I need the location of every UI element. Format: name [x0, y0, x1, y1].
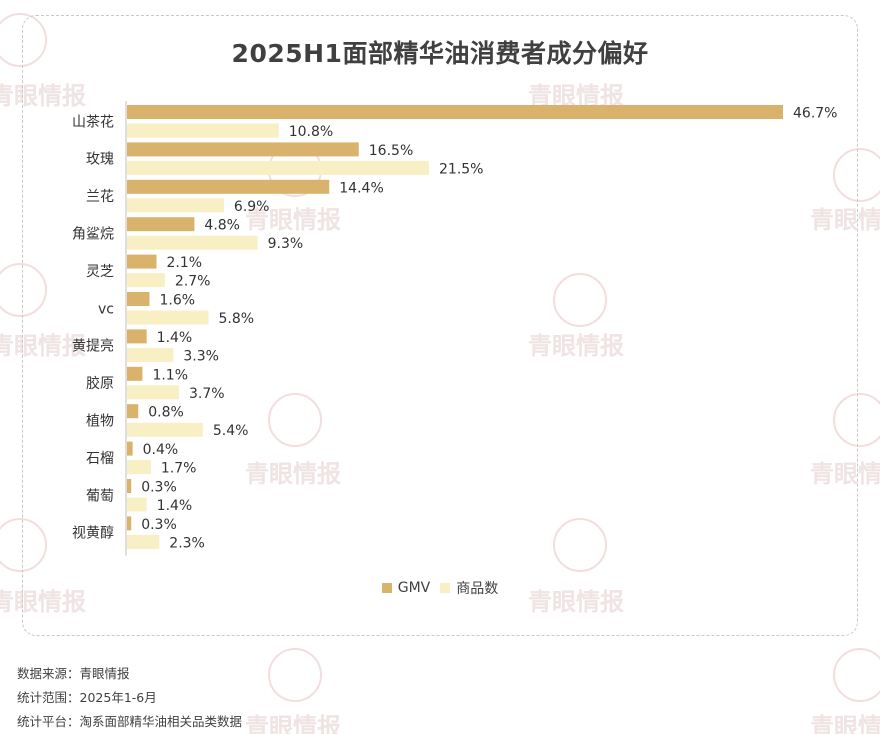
data-label: 3.7%	[189, 386, 225, 402]
footer-platform: 统计平台： 淘系面部精华油相关品类数据	[17, 710, 242, 734]
bar-product-count	[127, 347, 174, 362]
data-label: 1.7%	[161, 461, 197, 477]
footer-range-value: 2025年1-6月	[79, 690, 157, 705]
chart-title: 2025H1面部精华油消费者成分偏好	[231, 39, 649, 68]
bar-product-count	[127, 198, 224, 213]
data-label: 46.7%	[793, 106, 837, 122]
footer-platform-label: 统计平台：	[17, 714, 80, 729]
category-label: vc	[98, 301, 114, 317]
bar-product-count	[127, 235, 258, 250]
bar-product-count	[127, 497, 147, 512]
legend-item-product-count: 商品数	[440, 578, 498, 598]
data-label: 9.3%	[268, 236, 304, 252]
bar-gmv	[127, 254, 157, 269]
bar-product-count	[127, 385, 179, 400]
data-label: 21.5%	[439, 161, 483, 177]
footer-range-label: 统计范围：	[17, 690, 80, 705]
data-label: 2.7%	[175, 274, 211, 290]
bar-gmv	[127, 366, 143, 381]
category-label: 角鲨烷	[72, 226, 114, 242]
legend-label-product-count: 商品数	[456, 581, 499, 597]
bar-gmv	[127, 441, 133, 456]
legend-label-gmv: GMV	[397, 580, 431, 596]
category-label: 葡萄	[86, 488, 114, 504]
data-label: 6.9%	[234, 199, 270, 215]
category-label: 胶原	[86, 375, 114, 392]
chart-frame	[22, 15, 858, 636]
data-label: 1.6%	[159, 293, 195, 309]
data-label: 1.4%	[157, 498, 193, 514]
footer-platform-value: 淘系面部精华油相关品类数据	[79, 714, 243, 729]
data-label: 0.3%	[141, 517, 177, 533]
bar-gmv	[127, 329, 147, 344]
data-label: 5.4%	[213, 423, 249, 439]
data-label: 1.1%	[152, 367, 188, 383]
bar-product-count	[127, 310, 209, 325]
footer-source: 数据来源： 青眼情报	[17, 662, 242, 686]
footer-range: 统计范围： 2025年1-6月	[17, 686, 242, 710]
legend-swatch-product-count	[440, 583, 451, 593]
bar-gmv	[127, 179, 330, 194]
bar-gmv	[127, 292, 150, 306]
data-label: 0.4%	[143, 442, 179, 458]
data-label: 0.8%	[148, 405, 184, 421]
bar-product-count	[127, 460, 151, 475]
bar-gmv	[127, 516, 132, 531]
legend-item-gmv: GMV	[381, 580, 431, 596]
footer-notes: 数据来源： 青眼情报 统计范围： 2025年1-6月 统计平台： 淘系面部精华油…	[17, 662, 242, 734]
data-label: 3.3%	[183, 348, 219, 364]
category-label: 山茶花	[72, 114, 114, 130]
data-label: 0.3%	[141, 480, 177, 496]
footer-source-value: 青眼情报	[79, 666, 130, 681]
data-label: 4.8%	[204, 218, 240, 234]
data-label: 2.1%	[166, 255, 202, 271]
data-label: 10.8%	[289, 124, 333, 140]
bar-gmv	[127, 142, 359, 157]
category-label: 玫瑰	[86, 152, 114, 168]
bar-gmv	[127, 105, 783, 119]
bar-product-count	[127, 273, 165, 288]
bar-product-count	[127, 123, 279, 138]
bar-product-count	[127, 160, 430, 175]
data-label: 5.8%	[218, 311, 254, 327]
footer-source-label: 数据来源：	[17, 666, 80, 681]
category-label: 兰花	[86, 189, 114, 205]
category-label: 石榴	[86, 451, 114, 467]
category-label: 黄提亮	[72, 338, 114, 355]
data-label: 1.4%	[157, 330, 193, 346]
category-label: 视黄醇	[72, 525, 114, 542]
category-label: 植物	[86, 413, 114, 429]
bar-product-count	[127, 534, 160, 549]
bar-product-count	[127, 422, 203, 437]
data-label: 14.4%	[339, 180, 383, 196]
bar-gmv	[127, 479, 132, 493]
data-label: 2.3%	[169, 535, 205, 551]
data-label: 16.5%	[369, 143, 413, 159]
bar-gmv	[127, 217, 195, 232]
category-label: 灵芝	[86, 264, 114, 280]
chart-legend: GMV 商品数	[0, 578, 880, 598]
bar-gmv	[127, 404, 139, 419]
legend-swatch-gmv	[381, 583, 392, 593]
